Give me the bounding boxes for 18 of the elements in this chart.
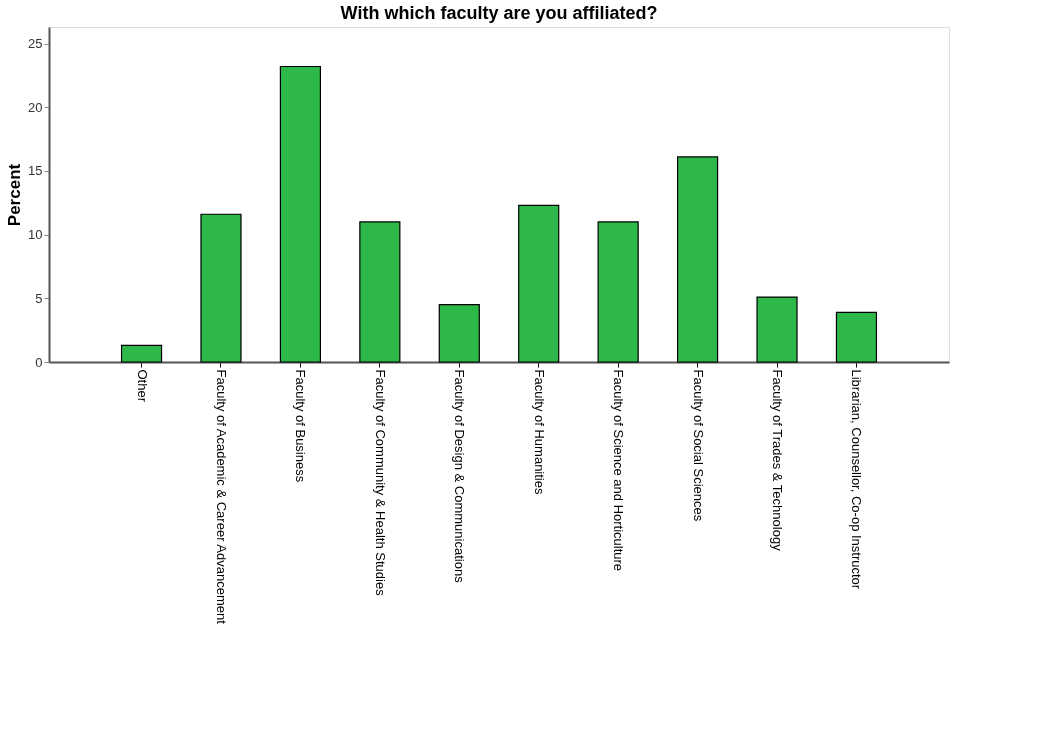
y-tick-label: 10 [28,227,43,243]
x-tick-label: Faculty of Business [293,369,309,483]
y-tick-label: 25 [28,36,43,52]
x-tick-label: Faculty of Trades & Technology [770,369,786,552]
y-tick-label: 0 [35,354,43,370]
x-tick-label: Faculty of Design & Communications [452,369,468,584]
x-tick-label: Librarian, Counsellor, Co-op Instructor [849,369,865,590]
chart-title: With which faculty are you affiliated? [340,3,658,23]
x-tick-label: Faculty of Academic & Career Advancement [213,369,229,625]
x-tick-label: Faculty of Science and Horticulture [611,369,627,572]
x-tick-label: Other [134,369,150,403]
y-axis-title: Percent [5,163,25,227]
y-tick-label: 20 [28,99,43,115]
x-tick-label: Faculty of Humanities [531,369,547,495]
y-tick-label: 15 [28,163,43,179]
x-tick-label: Faculty of Community & Health Studies [372,369,388,597]
x-tick-label: Faculty of Social Sciences [690,369,706,522]
y-tick-label: 5 [35,290,43,306]
